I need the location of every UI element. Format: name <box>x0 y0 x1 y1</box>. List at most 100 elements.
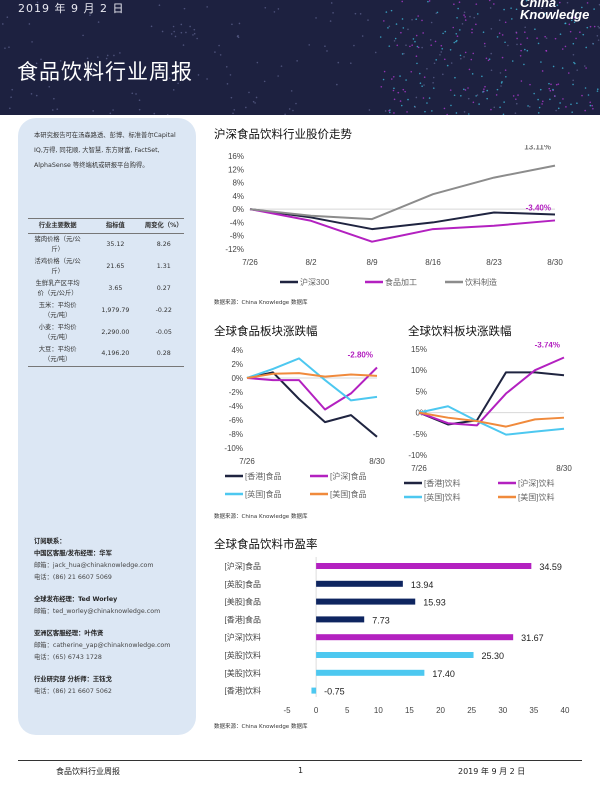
contact-email[interactable]: 邮箱：jack_hua@chinaknowledge.com <box>34 560 194 572</box>
decorative-dot <box>239 23 241 25</box>
decorative-dot <box>465 89 467 91</box>
y-tick-label: -10% <box>224 444 243 453</box>
decorative-dot <box>446 114 448 115</box>
decorative-dot <box>383 79 385 81</box>
decorative-dot <box>388 45 390 47</box>
decorative-dot <box>486 90 488 92</box>
decorative-dot <box>232 112 234 114</box>
legend-label: [香港]食品 <box>245 471 281 481</box>
decorative-dot <box>520 43 522 45</box>
decorative-dot <box>464 16 466 18</box>
decorative-dot <box>337 62 339 64</box>
decorative-dot <box>483 31 485 33</box>
bar-value-label: 34.59 <box>539 562 562 572</box>
decorative-dot <box>486 98 488 100</box>
decorative-dot <box>430 44 432 46</box>
contact-email[interactable]: 邮箱：catherine_yap@chinaknowledge.com <box>34 640 194 652</box>
decorative-dot <box>450 105 452 107</box>
decorative-dot <box>423 97 425 99</box>
decorative-dot <box>462 23 464 25</box>
contact-phone: 电话：(65) 6743 1728 <box>34 652 194 664</box>
decorative-dot <box>406 111 408 113</box>
decorative-dot <box>404 91 406 93</box>
decorative-dot <box>407 29 409 31</box>
decorative-dot <box>571 111 573 113</box>
bar-value-label: 25.30 <box>482 651 505 661</box>
contact-title: 亚洲区客服经理：叶伟贤 <box>34 630 103 637</box>
decorative-dot <box>568 72 570 74</box>
decorative-dot <box>502 34 504 36</box>
decorative-dot <box>507 45 509 47</box>
decorative-dot <box>450 89 452 91</box>
indicator-value: -0.05 <box>143 322 184 344</box>
chart-title: 沪深食品饮料行业股价走势 <box>214 126 352 142</box>
decorative-dot <box>469 16 471 18</box>
decorative-dot <box>407 99 409 101</box>
decorative-dot <box>409 46 411 48</box>
decorative-dot <box>473 101 475 103</box>
indicator-value: 2,290.00 <box>87 322 143 344</box>
decorative-dot <box>435 41 437 43</box>
decorative-dot <box>231 97 233 99</box>
x-tick-label: 20 <box>436 706 445 715</box>
decorative-dot <box>597 90 599 92</box>
decorative-dot <box>431 22 433 24</box>
decorative-dot <box>416 97 418 99</box>
x-tick-label: 8/30 <box>547 258 563 267</box>
decorative-dot <box>468 113 470 115</box>
y-tick-label: -12% <box>225 245 244 254</box>
decorative-dot <box>56 108 58 110</box>
indicator-value: 4,196.20 <box>87 344 143 367</box>
decorative-dot <box>442 74 444 76</box>
decorative-dot <box>455 41 457 43</box>
decorative-dot <box>483 88 485 90</box>
decorative-dot <box>233 109 235 111</box>
decorative-dot <box>454 94 456 96</box>
decorative-dot <box>139 109 141 111</box>
decorative-dot <box>451 62 453 64</box>
decorative-dot <box>112 109 114 111</box>
decorative-dot <box>227 83 229 85</box>
table-header: 行业主要数据 <box>28 219 87 234</box>
y-tick-label: 15% <box>411 345 427 354</box>
decorative-dot <box>490 53 492 55</box>
decorative-dot <box>471 32 473 34</box>
decorative-dot <box>387 27 389 29</box>
decorative-dot <box>594 26 596 28</box>
decorative-dot <box>48 86 50 88</box>
decorative-dot <box>401 1 403 3</box>
contact-title: 中国区客服/发布经理：华军 <box>34 550 112 557</box>
decorative-dot <box>2 23 4 25</box>
decorative-dot <box>237 36 239 38</box>
y-tick-label: 8% <box>232 179 244 188</box>
contact-email[interactable]: 邮箱：ted_worley@chinaknowledge.com <box>34 606 194 618</box>
decorative-dot <box>181 32 183 34</box>
decorative-dot <box>464 12 466 14</box>
contacts: 订阅联系： 中国区客服/发布经理：华军 邮箱：jack_hua@chinakno… <box>34 536 194 698</box>
decorative-dot <box>135 93 137 95</box>
decorative-dot <box>196 38 198 40</box>
decorative-dot <box>484 43 486 45</box>
decorative-dot <box>414 106 416 108</box>
decorative-dot <box>511 18 513 20</box>
decorative-dot <box>499 19 501 21</box>
x-tick-label: 7/26 <box>242 258 258 267</box>
y-tick-label: -2% <box>229 388 243 397</box>
decorative-dot <box>402 18 404 20</box>
decorative-dot <box>529 84 531 86</box>
report-header: 2019 年 9 月 2 日 食品饮料行业周报 China Knowledge <box>0 0 600 115</box>
series-line-1 <box>419 357 564 425</box>
contact-phone: 电话：(86) 21 6607 5069 <box>34 572 194 584</box>
data-label: 13.11% <box>524 145 551 152</box>
decorative-dot <box>326 50 328 52</box>
decorative-dot <box>558 83 560 85</box>
decorative-dot <box>416 35 418 37</box>
decorative-dot <box>540 89 542 91</box>
indicator-name: 猪肉价格（元/公斤） <box>28 234 87 257</box>
global-food-chart: 4%2%0%-2%-4%-6%-8%-10%7/26 8/30-2.80%[香港]… <box>205 342 400 504</box>
decorative-dot <box>497 36 499 38</box>
decorative-dot <box>456 17 458 19</box>
decorative-dot <box>486 58 488 60</box>
decorative-dot <box>471 29 473 31</box>
decorative-dot <box>491 28 493 30</box>
